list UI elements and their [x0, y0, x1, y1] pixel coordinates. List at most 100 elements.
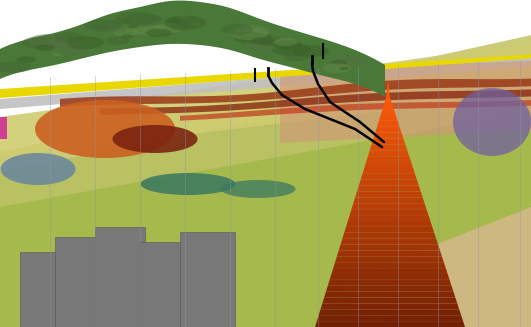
Polygon shape: [55, 237, 100, 327]
Ellipse shape: [113, 18, 132, 25]
Ellipse shape: [221, 24, 253, 35]
Polygon shape: [340, 239, 438, 245]
Ellipse shape: [238, 32, 267, 42]
Polygon shape: [355, 192, 423, 198]
Ellipse shape: [113, 28, 138, 37]
Ellipse shape: [113, 125, 198, 153]
Polygon shape: [0, 117, 7, 139]
Ellipse shape: [220, 180, 295, 198]
Polygon shape: [333, 262, 446, 268]
Ellipse shape: [145, 28, 172, 38]
Polygon shape: [363, 168, 415, 174]
Ellipse shape: [322, 63, 351, 73]
Polygon shape: [342, 233, 436, 239]
Polygon shape: [280, 61, 531, 143]
Polygon shape: [370, 145, 407, 150]
Ellipse shape: [177, 15, 190, 19]
Ellipse shape: [234, 31, 272, 44]
Ellipse shape: [129, 25, 138, 28]
Polygon shape: [335, 256, 444, 262]
Polygon shape: [353, 198, 425, 203]
Polygon shape: [0, 1, 385, 97]
Ellipse shape: [62, 46, 88, 55]
Ellipse shape: [85, 20, 122, 32]
Ellipse shape: [121, 34, 133, 39]
Ellipse shape: [92, 25, 107, 30]
Polygon shape: [357, 186, 421, 192]
Ellipse shape: [245, 38, 283, 50]
Polygon shape: [322, 298, 457, 303]
Ellipse shape: [272, 43, 311, 56]
Ellipse shape: [232, 28, 268, 40]
Polygon shape: [180, 100, 531, 121]
Polygon shape: [379, 115, 398, 121]
Ellipse shape: [17, 56, 36, 63]
Ellipse shape: [339, 67, 349, 70]
Polygon shape: [0, 55, 531, 98]
Ellipse shape: [193, 23, 202, 26]
Ellipse shape: [110, 27, 126, 32]
Polygon shape: [377, 121, 399, 127]
Polygon shape: [100, 89, 531, 115]
Polygon shape: [384, 97, 392, 103]
Polygon shape: [324, 292, 456, 298]
Ellipse shape: [148, 16, 162, 21]
Ellipse shape: [232, 32, 244, 36]
Ellipse shape: [0, 61, 30, 73]
Ellipse shape: [273, 38, 298, 46]
Polygon shape: [180, 232, 235, 327]
Polygon shape: [364, 162, 413, 168]
Ellipse shape: [22, 37, 58, 49]
Ellipse shape: [274, 40, 302, 49]
Polygon shape: [348, 215, 430, 221]
Ellipse shape: [233, 26, 269, 38]
Polygon shape: [375, 127, 401, 133]
Polygon shape: [361, 174, 417, 180]
Polygon shape: [0, 35, 531, 327]
Polygon shape: [60, 78, 531, 107]
Polygon shape: [0, 112, 531, 327]
Ellipse shape: [35, 100, 175, 158]
Polygon shape: [352, 203, 426, 209]
Ellipse shape: [170, 23, 191, 30]
Ellipse shape: [28, 34, 69, 48]
Ellipse shape: [1, 153, 75, 185]
Polygon shape: [0, 57, 531, 109]
Polygon shape: [339, 245, 440, 250]
Ellipse shape: [261, 40, 279, 46]
Polygon shape: [328, 280, 451, 286]
Ellipse shape: [252, 37, 274, 45]
Polygon shape: [317, 315, 463, 321]
Ellipse shape: [141, 173, 236, 195]
Ellipse shape: [155, 23, 183, 33]
Polygon shape: [368, 150, 409, 156]
Polygon shape: [0, 66, 531, 327]
Polygon shape: [344, 227, 434, 233]
Ellipse shape: [116, 11, 156, 25]
Polygon shape: [373, 133, 404, 139]
Polygon shape: [346, 221, 432, 227]
Polygon shape: [350, 207, 531, 327]
Ellipse shape: [52, 53, 61, 56]
Ellipse shape: [329, 55, 367, 68]
Polygon shape: [321, 303, 459, 309]
Ellipse shape: [72, 42, 82, 45]
Polygon shape: [381, 109, 396, 115]
Polygon shape: [0, 43, 531, 157]
Ellipse shape: [54, 32, 83, 42]
Ellipse shape: [65, 36, 104, 49]
Polygon shape: [330, 274, 450, 280]
Polygon shape: [140, 242, 185, 327]
Ellipse shape: [164, 15, 206, 30]
Ellipse shape: [294, 45, 329, 58]
Polygon shape: [326, 286, 453, 292]
Polygon shape: [372, 139, 405, 145]
Polygon shape: [331, 268, 448, 274]
Ellipse shape: [331, 60, 347, 65]
Ellipse shape: [168, 19, 182, 23]
Ellipse shape: [105, 37, 130, 45]
Ellipse shape: [124, 14, 161, 26]
Ellipse shape: [284, 53, 308, 61]
Ellipse shape: [57, 44, 72, 49]
Polygon shape: [319, 309, 461, 315]
